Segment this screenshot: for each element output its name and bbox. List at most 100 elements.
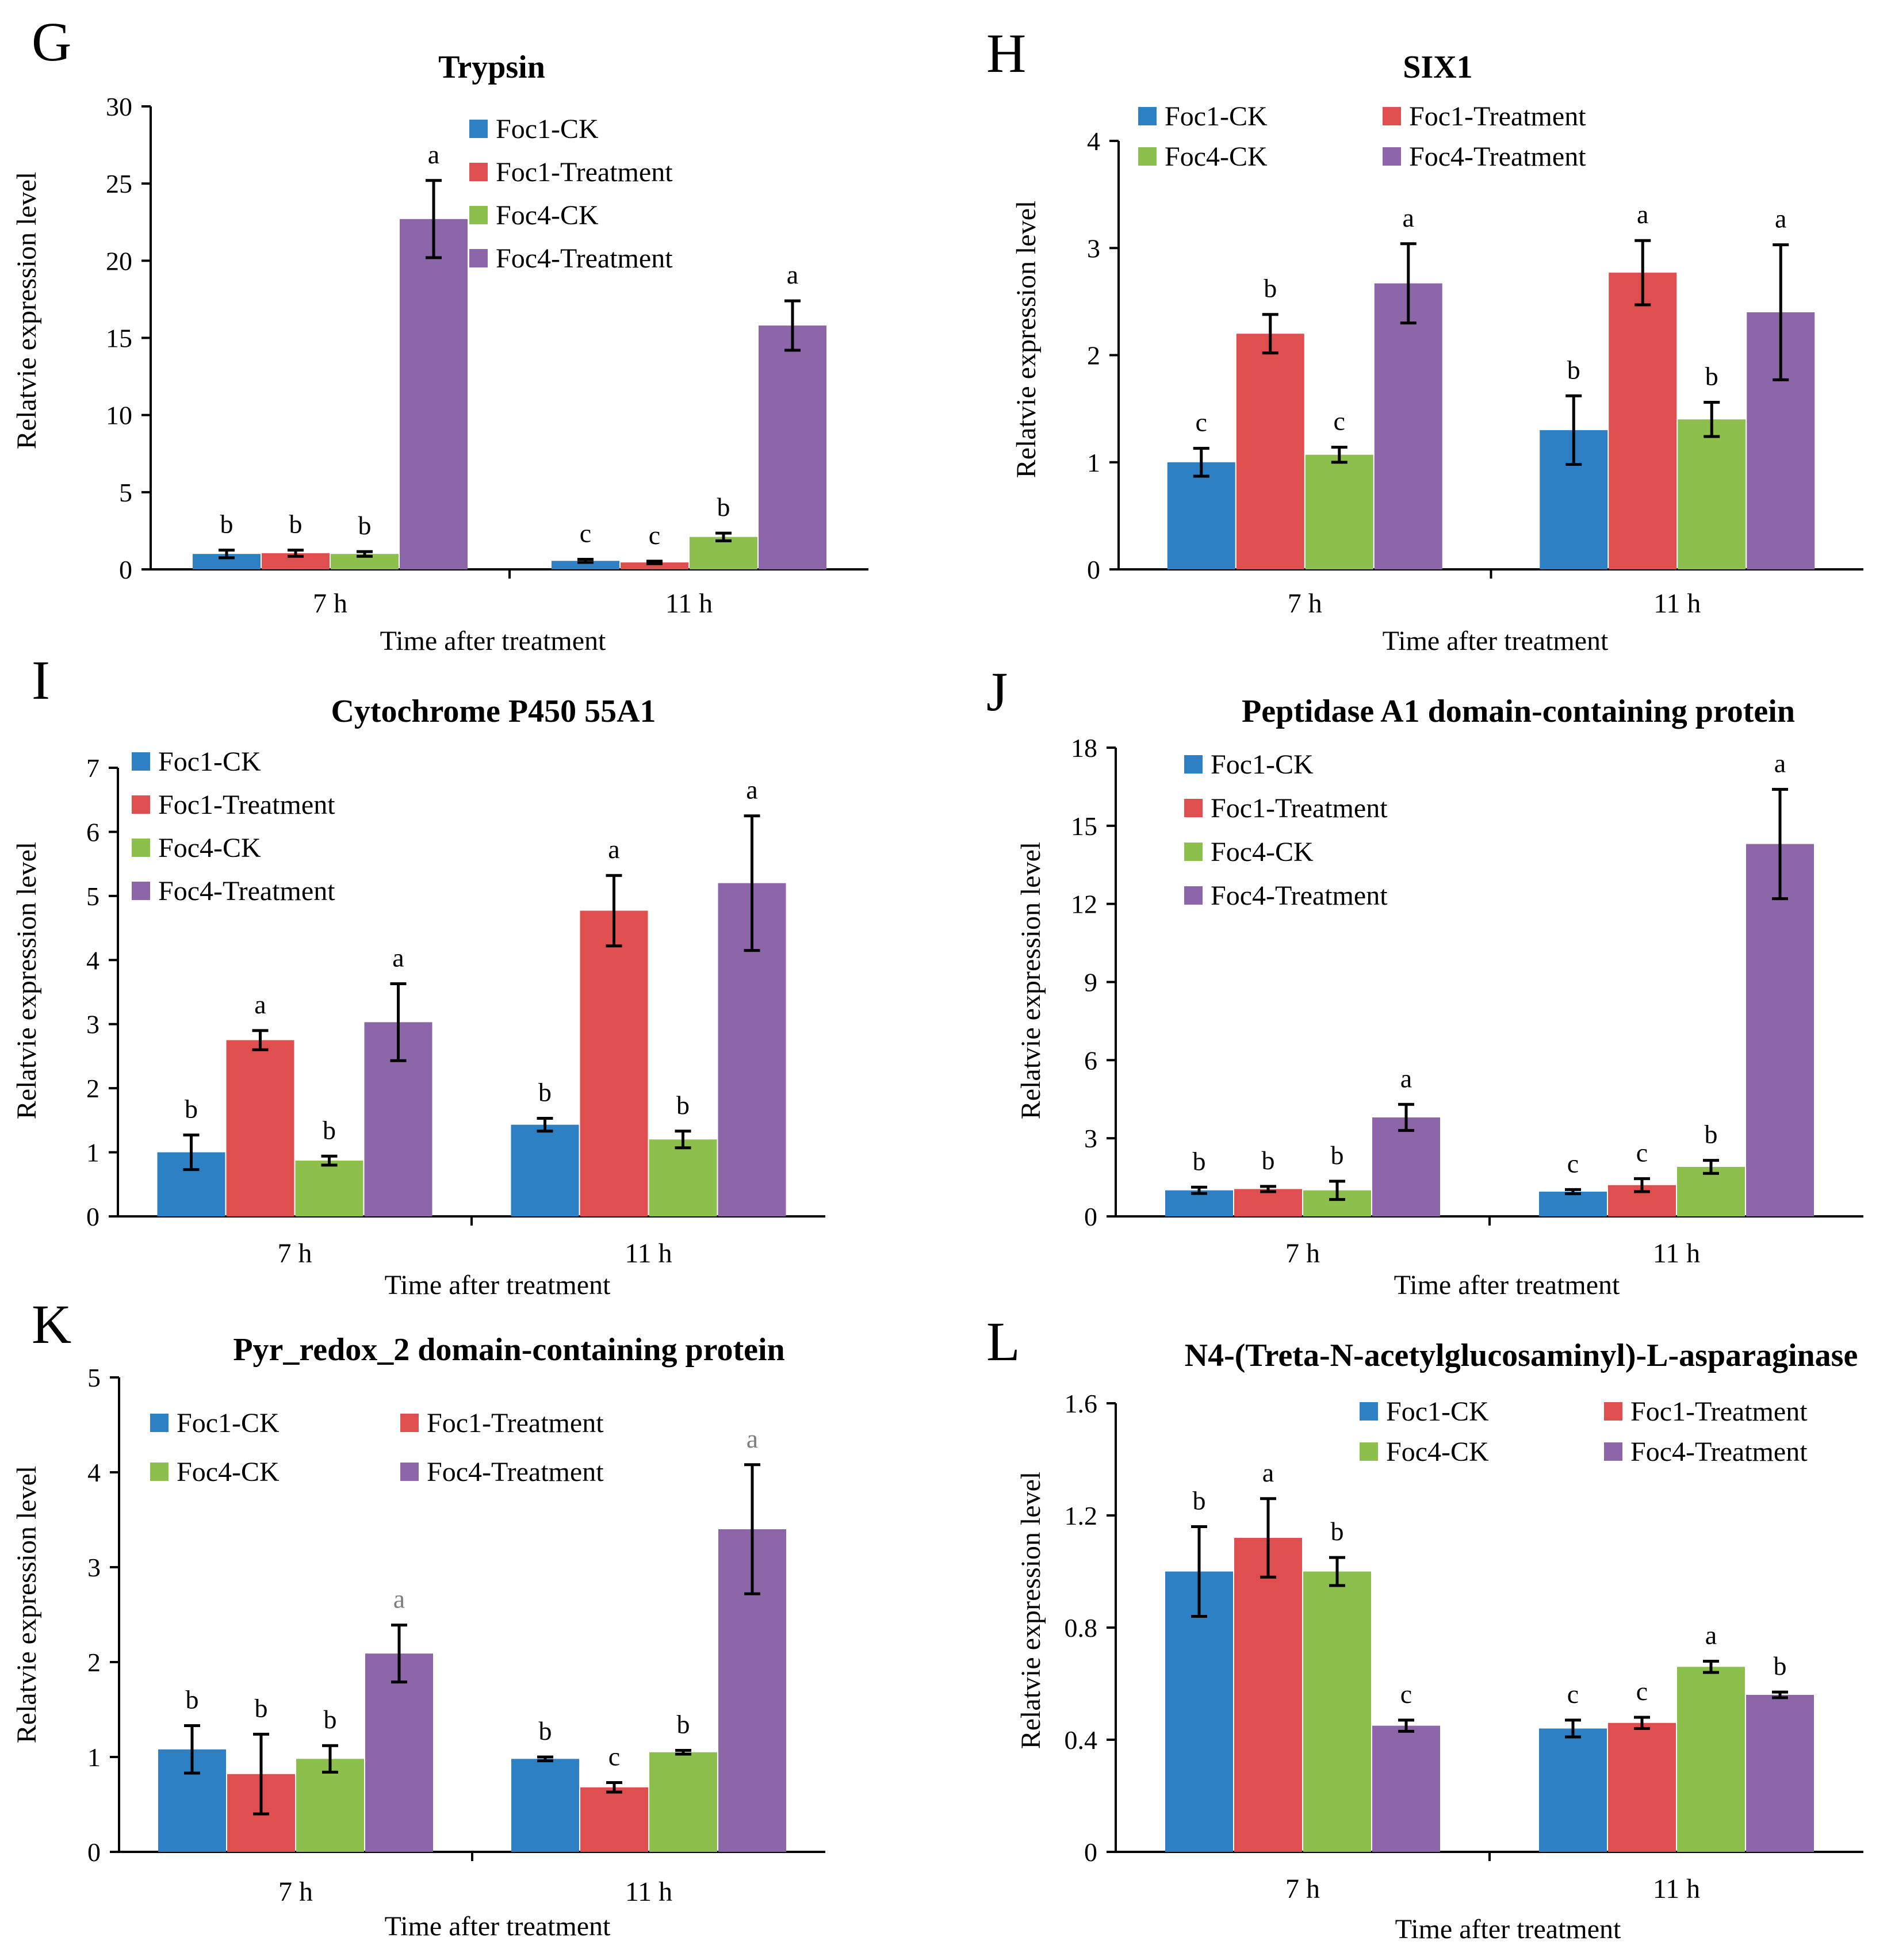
y-tick-label: 2 — [1087, 341, 1100, 370]
bar — [365, 1653, 433, 1852]
significance-letter: b — [358, 511, 372, 540]
bar — [1608, 1722, 1676, 1852]
category-label: 11 h — [625, 1877, 672, 1907]
significance-letter: a — [254, 990, 266, 1019]
panel-letter: J — [986, 661, 1008, 722]
legend-label: Foc1-Treatment — [1211, 793, 1388, 824]
legend-label: Foc4-CK — [1386, 1437, 1489, 1467]
bar — [1539, 1728, 1607, 1852]
y-tick-label: 3 — [87, 1553, 101, 1582]
y-tick-label: 18 — [1071, 733, 1097, 763]
legend: Foc1-CK Foc1-Treatment Foc4-CK Foc4-Treatme… — [469, 114, 673, 274]
significance-letter: a — [392, 943, 404, 973]
y-tick-label: 12 — [1071, 890, 1097, 919]
significance-letter: b — [717, 492, 730, 522]
chart-title: Trypsin — [438, 49, 545, 85]
bar — [1236, 334, 1304, 569]
significance-letter: c — [1334, 407, 1345, 436]
bar — [621, 562, 688, 569]
y-tick-label: 0 — [87, 1838, 101, 1867]
legend: Foc1-CK Foc1-Treatment Foc4-CK Foc4-Treatme… — [1184, 749, 1388, 911]
significance-letter: a — [1705, 1621, 1717, 1650]
y-tick-label: 1 — [1087, 448, 1100, 477]
legend-label: Foc1-Treatment — [427, 1408, 604, 1438]
x-axis-title: Time after treatment — [385, 1270, 611, 1300]
significance-letter: a — [428, 140, 439, 169]
y-tick-label: 15 — [106, 324, 132, 353]
chart-title: Pyr_redox_2 domain-containing protein — [233, 1332, 784, 1368]
y-tick-label: 3 — [1087, 233, 1100, 263]
chart-panel-i: I Cytochrome P450 55A1 0 1 2 3 4 5 6 7 7 h 11 h Time… — [12, 649, 825, 1300]
category-label: 11 h — [665, 588, 713, 619]
significance-letter: a — [1637, 200, 1648, 229]
bar — [552, 561, 619, 569]
bar — [295, 1161, 363, 1216]
y-axis-title: Relatvie expression level — [1011, 201, 1042, 478]
y-axis-title: Relatvie expression level — [12, 842, 42, 1120]
significance-letter: a — [1774, 748, 1786, 778]
significance-letter: b — [1264, 274, 1277, 303]
chart-title: SIX1 — [1403, 49, 1472, 85]
y-tick-label: 3 — [86, 1010, 99, 1039]
chart-panel-g: G Trypsin 0 5 10 15 20 25 30 7 h 11 h Time after tr… — [12, 11, 868, 656]
legend-label: Foc1-Treatment — [496, 157, 673, 187]
y-tick-label: 1 — [86, 1138, 99, 1167]
legend-swatch — [469, 120, 488, 138]
y-tick-label: 0 — [119, 555, 132, 584]
category-label: 7 h — [1288, 588, 1322, 619]
y-tick-label: 7 — [86, 753, 99, 783]
significance-letter: c — [1400, 1679, 1412, 1709]
significance-letter: a — [787, 260, 798, 289]
significance-letter: b — [1331, 1140, 1344, 1170]
legend-label: Foc1-CK — [1211, 749, 1314, 780]
legend-label: Foc1-CK — [177, 1408, 280, 1438]
chart-panel-k: K Pyr_redox_2 domain-containing protein 0 1… — [12, 1293, 825, 1942]
x-axis-title: Time after treatment — [1394, 1270, 1620, 1300]
legend-swatch — [1184, 755, 1203, 774]
legend-label: Foc1-CK — [1165, 101, 1268, 132]
panel-letter: K — [32, 1293, 71, 1355]
y-tick-label: 25 — [106, 169, 132, 198]
category-label: 7 h — [1285, 1238, 1320, 1269]
bar — [649, 1752, 717, 1852]
legend-swatch — [1138, 147, 1157, 166]
y-tick-label: 5 — [119, 478, 132, 507]
y-tick-label: 2 — [86, 1074, 99, 1103]
x-axis-title: Time after treatment — [1395, 1914, 1621, 1944]
bar — [1746, 844, 1814, 1216]
panel-letter: G — [32, 11, 71, 72]
significance-letter: c — [649, 520, 660, 550]
significance-letter: a — [1775, 204, 1786, 233]
y-tick-label: 4 — [87, 1458, 101, 1487]
significance-letter: b — [185, 1094, 198, 1123]
y-tick-label: 2 — [87, 1648, 101, 1677]
bar — [296, 1759, 364, 1852]
bar — [1167, 462, 1235, 569]
legend-swatch — [150, 1414, 169, 1432]
y-axis-title: Relatvie expression level — [12, 172, 42, 450]
legend-label: Foc1-Treatment — [1409, 101, 1586, 132]
legend-label: Foc1-Treatment — [1630, 1396, 1808, 1427]
significance-letter: a — [1400, 1063, 1412, 1093]
significance-letter: b — [677, 1709, 690, 1739]
significance-letter: b — [1331, 1517, 1344, 1546]
bar — [1539, 1191, 1607, 1216]
chart-title: Cytochrome P450 55A1 — [331, 694, 656, 729]
legend-swatch — [1360, 1402, 1378, 1421]
y-tick-label: 0 — [1084, 1202, 1097, 1231]
legend-swatch — [1184, 843, 1203, 861]
legend-label: Foc4-CK — [496, 200, 599, 231]
legend-swatch — [132, 839, 150, 857]
y-axis-title: Relatvie expression level — [1016, 842, 1046, 1120]
significance-letter: b — [1193, 1486, 1206, 1515]
y-tick-label: 1 — [87, 1743, 101, 1772]
panel-letter: I — [32, 649, 50, 711]
significance-letter: a — [1262, 1458, 1274, 1487]
significance-letter: c — [1196, 408, 1207, 437]
y-tick-label: 1.2 — [1065, 1501, 1098, 1530]
legend-swatch — [132, 752, 150, 771]
bar — [511, 1759, 579, 1852]
significance-letter: c — [1636, 1138, 1648, 1167]
bar — [580, 910, 648, 1216]
